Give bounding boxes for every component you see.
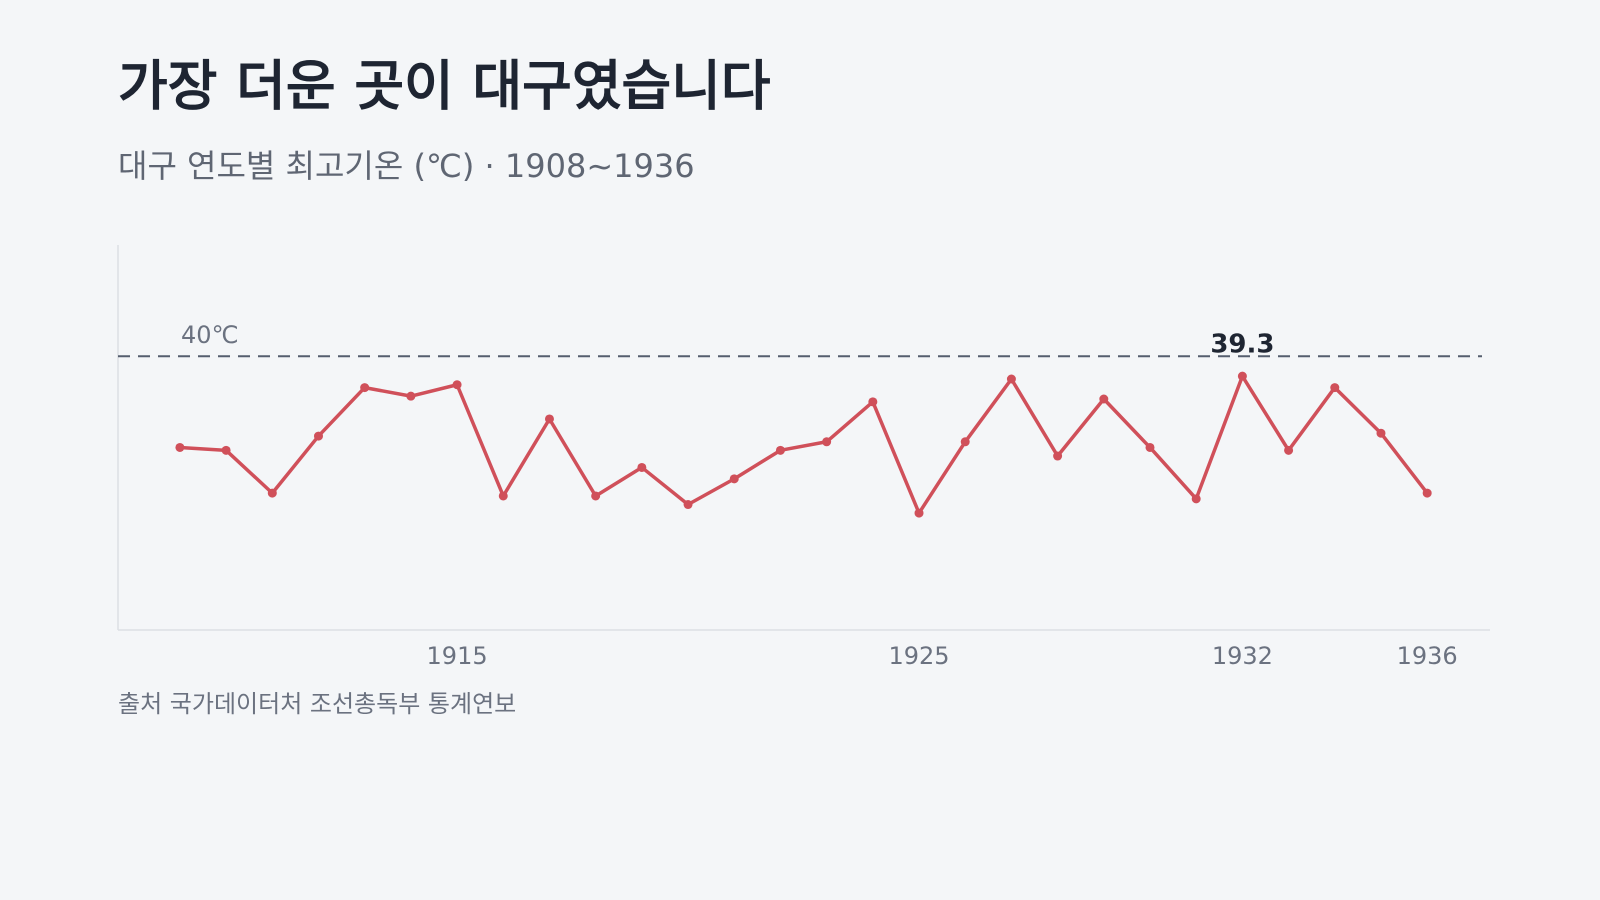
series-line (179, 374, 1429, 515)
data-point (822, 437, 832, 447)
x-tick-label: 1932 (1212, 642, 1273, 670)
data-point (1330, 383, 1340, 393)
data-point (1422, 488, 1432, 498)
data-point (360, 383, 370, 393)
data-point (960, 437, 970, 447)
data-point (498, 491, 508, 501)
data-point (637, 462, 647, 472)
data-point (267, 488, 277, 498)
source-note: 출처 국가데이터처 조선총독부 통계연보 (118, 690, 516, 718)
data-point (1145, 442, 1155, 452)
data-point (1053, 451, 1063, 461)
data-point (1191, 494, 1201, 504)
data-point (775, 445, 785, 455)
data-point (729, 474, 739, 484)
data-point (914, 508, 924, 518)
data-point (313, 431, 323, 441)
data-point (544, 414, 554, 424)
data-point (1006, 374, 1016, 384)
x-tick-label: 1915 (427, 642, 488, 670)
data-point (452, 380, 462, 390)
chart-title: 가장 더운 곳이 대구였습니다 (118, 55, 771, 118)
data-point (591, 491, 601, 501)
data-point (1099, 394, 1109, 404)
data-point (1237, 371, 1247, 381)
chart-subtitle: 대구 연도별 최고기온 (℃) · 1908~1936 (118, 147, 695, 185)
data-point (868, 397, 878, 407)
x-tick-label: 1925 (888, 642, 949, 670)
data-point (1376, 428, 1386, 438)
data-point (221, 445, 231, 455)
data-point (683, 500, 693, 510)
reference-label: 40℃ (181, 321, 239, 349)
x-tick-label: 1936 (1397, 642, 1458, 670)
data-point (175, 442, 185, 452)
data-label: 39.3 (1210, 330, 1274, 360)
data-point (406, 391, 416, 401)
data-point (1284, 445, 1294, 455)
